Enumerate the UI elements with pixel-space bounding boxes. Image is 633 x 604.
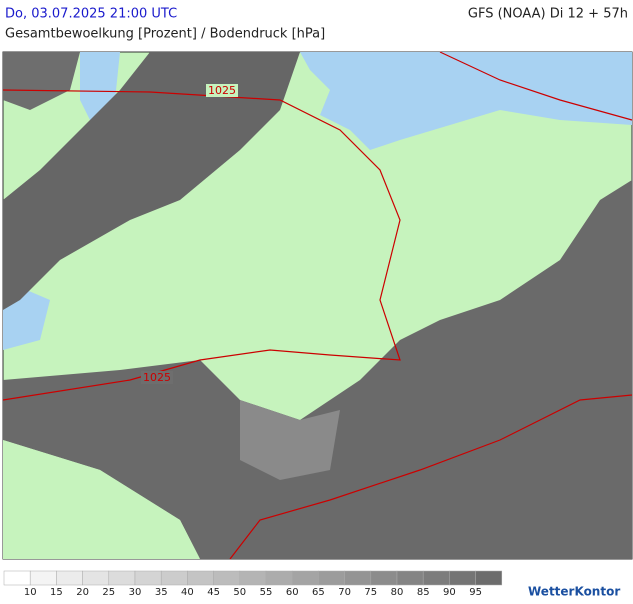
legend-swatch [213,570,241,586]
isobar-label-bg [206,84,238,97]
legend-tick-label: 20 [76,587,89,598]
cloud-area [240,400,340,480]
datetime: Do, 03.07.2025 21:00 UTC [5,7,177,22]
legend-tick-label: 15 [50,587,63,598]
legend-tick-label: 95 [469,587,482,598]
legend-tick-label: 30 [129,587,142,598]
legend-swatch [449,570,476,586]
baltic-sea [300,52,632,150]
legend-swatch [396,570,424,586]
legend-swatch [291,570,319,586]
legend-swatch [108,570,136,586]
legend-tick-label: 85 [417,587,430,598]
legend-swatch [134,570,162,586]
legend-swatch [475,570,503,586]
isobar-label-bg [141,371,173,384]
legend-tick-label: 90 [443,587,456,598]
legend-tick-label: 55 [260,587,273,598]
cloud-area [3,52,300,310]
isobar [2,89,401,401]
legend-tick-label: 75 [364,587,377,598]
legend-tick-label: 35 [155,587,168,598]
legend-tick-label: 25 [102,587,115,598]
legend-swatch [29,570,57,586]
legend: 10 15 20 25 30 35 40 45 50 55 60 65 70 75 80 85 90 95 [3,570,503,598]
legend-tick-label: 10 [24,587,37,598]
isobar [439,51,633,121]
map: 1025 1025 [2,51,633,560]
isobar-label: 1025 [208,84,236,97]
legend-swatch [160,570,188,586]
legend-tick-label: 65 [312,587,325,598]
legend-swatch [3,570,31,586]
cloud-area [3,52,80,110]
legend-tick-label: 40 [181,587,194,598]
legend-swatch [56,570,83,586]
isobar-label: 1025 [143,371,171,384]
legend-tick-label: 50 [233,587,246,598]
legend-swatch [422,570,450,586]
subtitle: Gesamtbewoelkung [Prozent] / Bodendruck … [5,27,325,42]
logo: WetterKontor [528,585,620,599]
model-run: GFS (NOAA) Di 12 + 57h [468,7,628,22]
legend-tick-label: 70 [338,587,351,598]
land [3,440,200,559]
legend-tick-label: 80 [391,587,404,598]
legend-swatch [265,570,293,586]
legend-swatch [82,570,110,586]
legend-tick-label: 45 [207,587,220,598]
legend-swatch [370,570,398,586]
legend-swatch [187,570,214,586]
legend-swatch [239,570,267,586]
legend-tick-label: 60 [286,587,299,598]
isobar [229,394,633,560]
legend-swatch [318,570,345,586]
cloud-area [3,180,632,559]
legend-swatch [344,570,372,586]
